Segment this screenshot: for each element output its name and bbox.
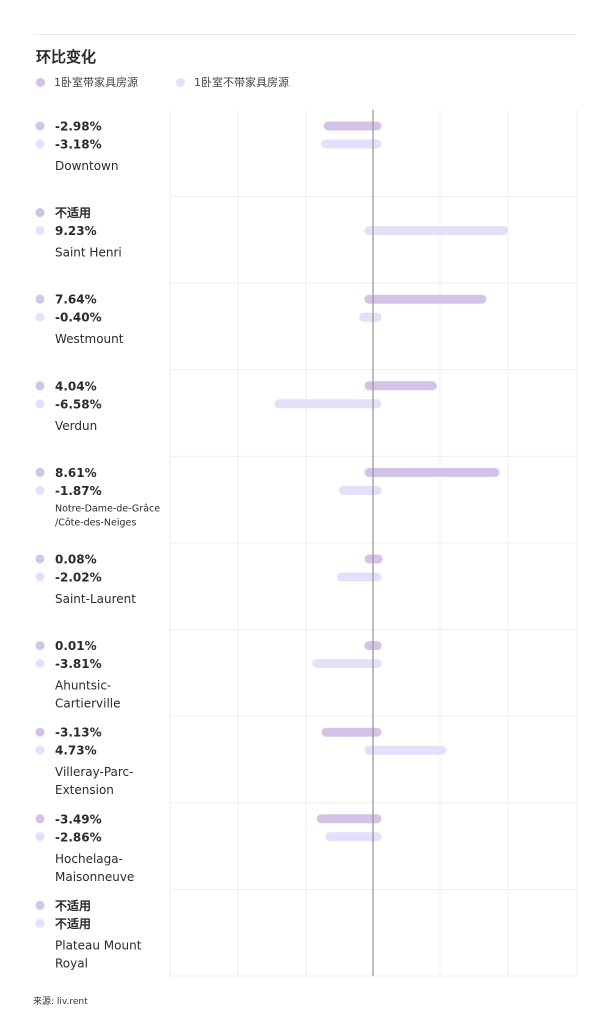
series-unfurnished-dot: [35, 226, 45, 236]
category-label: Westmount: [55, 332, 124, 346]
value-label-furnished: -3.49%: [55, 812, 102, 826]
legend-label-furnished: 1卧室带家具房源: [54, 76, 138, 89]
value-label-unfurnished: -0.40%: [55, 311, 102, 325]
category-label: Villeray-Parc-: [55, 765, 134, 779]
legend-item-unfurnished: 1卧室不带家具房源: [176, 74, 289, 90]
category-label: Ahuntsic-: [55, 679, 111, 693]
value-label-furnished: 不适用: [55, 205, 91, 220]
value-label-unfurnished: -2.86%: [55, 830, 102, 844]
category-label: Verdun: [55, 419, 97, 433]
legend-swatch-unfurnished: [176, 77, 185, 87]
value-label-furnished: 0.08%: [55, 553, 97, 567]
value-label-furnished: 4.04%: [55, 379, 97, 393]
chart-title: 环比变化: [36, 48, 97, 66]
value-label-furnished: -2.98%: [55, 120, 102, 134]
value-label-unfurnished: -3.18%: [55, 138, 102, 152]
series-unfurnished-dot: [35, 659, 45, 669]
series-furnished-dot: [35, 294, 45, 304]
series-furnished-dot: [35, 900, 45, 910]
series-unfurnished-dot: [35, 745, 45, 755]
value-label-unfurnished: 4.73%: [55, 744, 97, 758]
series-furnished-dot: [35, 467, 45, 477]
value-label-furnished: -3.13%: [55, 726, 102, 740]
series-unfurnished-dot: [35, 312, 45, 322]
series-furnished-dot: [35, 814, 45, 824]
value-label-furnished: 7.64%: [55, 293, 97, 307]
series-unfurnished-dot: [35, 139, 45, 149]
category-label: /Côte-des-Neiges: [55, 517, 136, 528]
value-label-unfurnished: 9.23%: [55, 224, 97, 238]
series-unfurnished-dot: [35, 485, 45, 495]
series-unfurnished-dot: [35, 572, 45, 582]
legend-label-unfurnished: 1卧室不带家具房源: [194, 76, 289, 89]
value-label-unfurnished: 不适用: [55, 916, 91, 931]
category-label: Royal: [55, 956, 88, 970]
category-label: Maisonneuve: [55, 870, 134, 884]
legend-swatch-furnished: [36, 77, 45, 87]
series-unfurnished-dot: [35, 832, 45, 842]
legend-item-furnished: 1卧室带家具房源: [36, 74, 138, 90]
series-unfurnished-dot: [35, 918, 45, 928]
category-label: Saint-Laurent: [55, 592, 136, 606]
category-label: Cartierville: [55, 697, 121, 711]
value-label-furnished: 不适用: [55, 898, 91, 913]
value-label-furnished: 0.01%: [55, 639, 97, 653]
category-label: Plateau Mount: [55, 938, 142, 952]
category-label: Extension: [55, 783, 114, 797]
top-divider: [34, 34, 576, 35]
category-label: Downtown: [55, 159, 118, 173]
value-label-unfurnished: -3.81%: [55, 657, 102, 671]
series-furnished-dot: [35, 727, 45, 737]
series-furnished-dot: [35, 208, 45, 218]
value-label-unfurnished: -6.58%: [55, 397, 102, 411]
value-label-unfurnished: -2.02%: [55, 571, 102, 585]
value-label-unfurnished: -1.87%: [55, 484, 102, 498]
category-label: Notre-Dame-de-Grâce: [55, 503, 160, 514]
category-label: Saint Henri: [55, 246, 122, 260]
series-furnished-dot: [35, 554, 45, 564]
source-note: 来源: liv.rent: [33, 997, 88, 1007]
category-label: Hochelaga-: [55, 852, 123, 866]
series-furnished-dot: [35, 121, 45, 131]
series-unfurnished-dot: [35, 399, 45, 409]
series-furnished-dot: [35, 641, 45, 651]
series-furnished-dot: [35, 381, 45, 391]
value-label-furnished: 8.61%: [55, 466, 97, 480]
